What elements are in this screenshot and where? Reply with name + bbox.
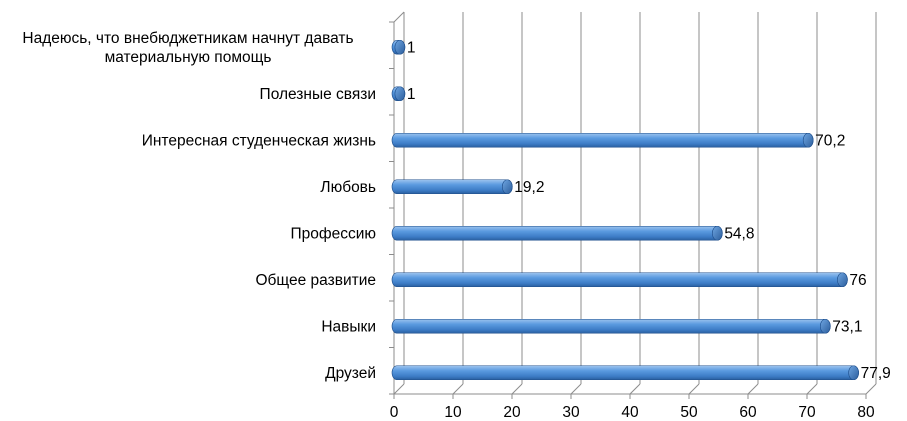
data-label: 54,8 [724,225,754,242]
bar-cap [712,225,723,241]
category-label-line: Интересная студенческая жизнь [142,132,376,149]
bar-cap [837,272,848,288]
category-label: Интересная студенческая жизнь [142,132,376,149]
axes [389,11,867,399]
category-label: Полезные связи [260,86,376,103]
floor-gridline [747,383,759,395]
category-label-line: материальную помощь [105,49,272,66]
bar-cap [394,86,406,102]
category-label: Друзей [325,365,376,382]
x-tick-label: 10 [444,404,462,421]
x-tick-label: 50 [680,404,698,421]
bar-body [391,365,859,381]
bar-body [391,132,814,148]
x-tick-label: 0 [390,404,399,421]
data-label: 76 [849,272,866,289]
floor-gridline [511,383,523,395]
data-label: 1 [407,86,416,103]
category-label-line: Друзей [325,365,376,382]
floor-gridline [688,383,700,395]
bar-cap [394,39,406,55]
category-label: Профессию [290,225,376,242]
floor-gridline [806,383,818,395]
labels: 0 10 20 30 40 50 60 70 80 1 Надеюсь, что внебюджет… [22,30,890,421]
bar [391,318,831,334]
category-label: Надеюсь, что внебюджетникам начнут дават… [22,30,353,66]
bar [391,225,723,241]
x-tick-label: 40 [621,404,639,421]
bar [391,365,859,381]
category-label-line: Навыки [321,318,376,335]
data-label: 1 [407,39,416,56]
data-label: 70,2 [815,132,845,149]
category-label-line: Профессию [290,225,376,242]
bar-cap [501,179,513,195]
x-tick-label: 30 [562,404,580,421]
category-label: Общее развитие [255,272,376,289]
floor-gridline [865,383,877,395]
data-label: 77,9 [861,365,891,382]
floor-gridline [393,383,405,395]
bar [391,132,814,148]
category-label: Навыки [321,318,376,335]
floor-gridline [629,383,641,395]
bar [391,39,406,55]
bar-cap [848,365,859,381]
bars [391,39,859,381]
bar [391,86,406,102]
gridlines [393,12,877,395]
data-label: 73,1 [832,318,862,335]
category-label-line: Общее развитие [255,272,376,289]
bar [391,272,848,288]
category-label-line: Любовь [320,179,376,196]
x-tick-label: 60 [739,404,757,421]
floor-gridline [570,383,582,395]
category-label-line: Надеюсь, что внебюджетникам начнут дават… [22,30,353,47]
floor-gridline [452,383,464,395]
x-tick-label: 20 [503,404,521,421]
bar-cap [802,132,814,148]
bar-cap [819,318,831,334]
bar-body [391,272,848,288]
bar-body [391,179,513,195]
bar [391,179,513,195]
x-tick-label: 70 [798,404,816,421]
category-label-line: Полезные связи [260,86,376,103]
y-axis-top-depth [393,11,405,23]
category-label: Любовь [320,179,376,196]
bar-body [391,225,723,241]
data-label: 19,2 [514,179,544,196]
bar-body [391,318,831,334]
x-tick-label: 80 [857,404,875,421]
